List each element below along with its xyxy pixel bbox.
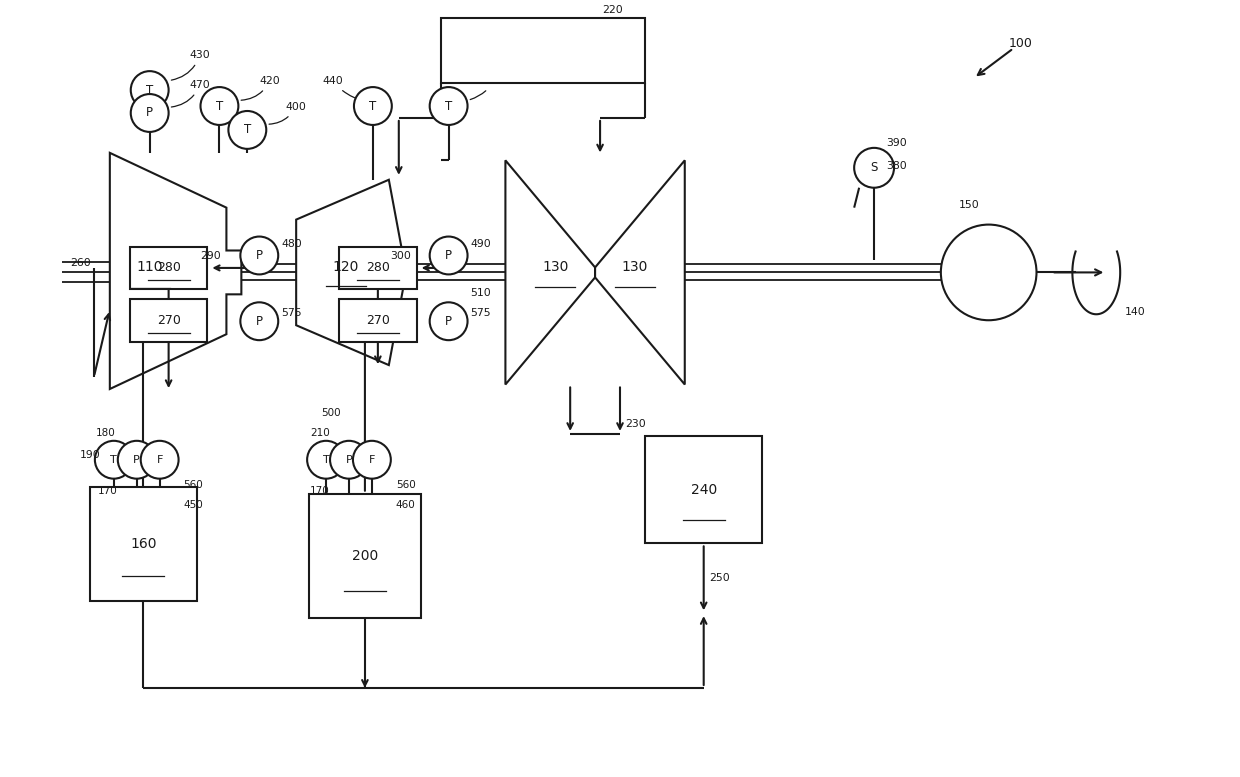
Text: P: P: [255, 315, 263, 328]
Text: 390: 390: [887, 138, 906, 148]
Circle shape: [130, 71, 169, 109]
Text: 450: 450: [184, 500, 203, 510]
Text: P: P: [445, 249, 453, 262]
Bar: [130, 246, 207, 289]
Text: 420: 420: [241, 76, 280, 100]
Text: 460: 460: [396, 500, 415, 510]
Text: 500: 500: [321, 408, 341, 418]
Text: F: F: [368, 455, 374, 465]
Circle shape: [854, 148, 894, 188]
Circle shape: [330, 441, 368, 479]
Text: 160: 160: [130, 537, 156, 551]
Text: F: F: [156, 455, 162, 465]
Text: 440: 440: [322, 76, 389, 103]
Bar: [339, 246, 417, 289]
Text: 240: 240: [691, 483, 717, 497]
Circle shape: [228, 111, 267, 149]
Text: 200: 200: [352, 549, 378, 563]
Text: T: T: [445, 99, 453, 113]
Text: 130: 130: [542, 260, 568, 274]
Text: 210: 210: [310, 428, 330, 438]
Text: 560: 560: [396, 479, 415, 490]
Text: 480: 480: [281, 239, 303, 249]
Text: 490: 490: [470, 239, 491, 249]
Text: S: S: [870, 162, 878, 174]
Bar: [91, 486, 196, 601]
Text: 300: 300: [389, 251, 410, 261]
Bar: [309, 493, 420, 618]
Text: T: T: [216, 99, 223, 113]
Polygon shape: [296, 179, 403, 365]
Circle shape: [201, 87, 238, 125]
Text: P: P: [146, 106, 154, 120]
Text: P: P: [134, 455, 140, 465]
Text: 575: 575: [281, 308, 301, 319]
Text: 410: 410: [470, 76, 505, 99]
Text: 170: 170: [310, 486, 330, 496]
Text: 250: 250: [709, 573, 730, 584]
Text: 230: 230: [625, 420, 646, 430]
Polygon shape: [506, 160, 595, 385]
Text: 575: 575: [470, 308, 491, 319]
Text: 380: 380: [887, 161, 906, 171]
Text: 170: 170: [98, 486, 118, 496]
Circle shape: [241, 236, 278, 274]
Circle shape: [353, 87, 392, 125]
Circle shape: [353, 441, 391, 479]
Circle shape: [430, 236, 467, 274]
Bar: [440, 19, 645, 83]
Text: 280: 280: [366, 261, 389, 274]
Text: 260: 260: [69, 258, 91, 268]
Text: P: P: [445, 315, 453, 328]
Circle shape: [941, 225, 1037, 320]
Circle shape: [241, 302, 278, 340]
Text: 140: 140: [1125, 307, 1146, 317]
Text: 510: 510: [470, 288, 491, 298]
Text: 110: 110: [136, 260, 162, 274]
Circle shape: [140, 441, 179, 479]
Circle shape: [95, 441, 133, 479]
Text: 190: 190: [79, 450, 100, 460]
Text: 280: 280: [156, 261, 181, 274]
Text: P: P: [346, 455, 352, 465]
Text: T: T: [146, 84, 154, 96]
Circle shape: [430, 87, 467, 125]
Circle shape: [130, 94, 169, 132]
Text: 400: 400: [269, 102, 306, 124]
Text: P: P: [255, 249, 263, 262]
Text: 290: 290: [201, 251, 221, 261]
Polygon shape: [110, 153, 242, 389]
Text: T: T: [370, 99, 377, 113]
Text: 430: 430: [171, 51, 211, 80]
Bar: [339, 299, 417, 342]
Text: 270: 270: [156, 314, 181, 327]
Text: 100: 100: [1008, 37, 1033, 50]
Text: 180: 180: [95, 428, 115, 438]
Text: T: T: [244, 124, 250, 137]
Bar: [645, 436, 763, 543]
Text: 270: 270: [366, 314, 389, 327]
Text: 120: 120: [332, 260, 360, 274]
Text: 220: 220: [603, 5, 622, 16]
Text: 560: 560: [184, 479, 203, 490]
Polygon shape: [595, 160, 684, 385]
Text: 150: 150: [959, 200, 980, 210]
Text: T: T: [322, 455, 330, 465]
Text: 130: 130: [621, 260, 649, 274]
Text: 470: 470: [171, 80, 211, 107]
Circle shape: [430, 302, 467, 340]
Circle shape: [118, 441, 156, 479]
Text: T: T: [110, 455, 118, 465]
Bar: [130, 299, 207, 342]
Circle shape: [308, 441, 345, 479]
